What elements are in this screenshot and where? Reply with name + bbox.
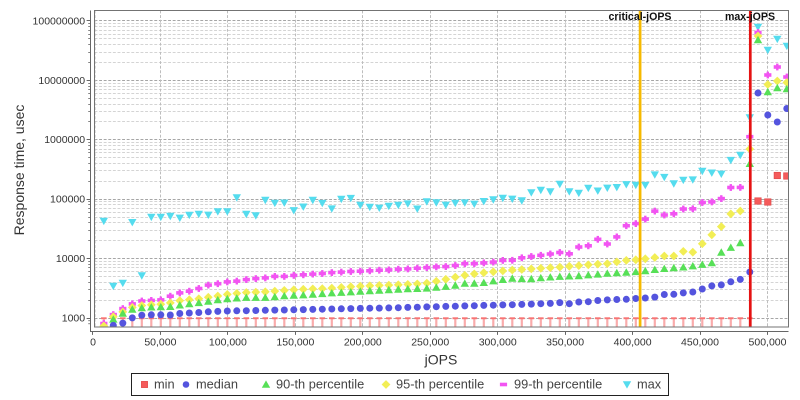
svg-text:1000: 1000 — [62, 312, 86, 324]
svg-text:100000000: 100000000 — [33, 15, 86, 27]
svg-text:10000: 10000 — [56, 253, 85, 265]
svg-text:400,000: 400,000 — [614, 337, 652, 349]
svg-text:min: min — [154, 377, 175, 392]
svg-text:250,000: 250,000 — [411, 337, 449, 349]
svg-text:99-th percentile: 99-th percentile — [514, 377, 602, 392]
svg-text:450,000: 450,000 — [681, 337, 719, 349]
svg-text:100,000: 100,000 — [209, 337, 247, 349]
svg-text:500,000: 500,000 — [749, 337, 787, 349]
svg-text:10000000: 10000000 — [38, 75, 85, 87]
svg-text:50,000: 50,000 — [144, 337, 176, 349]
svg-text:Response time, usec: Response time, usec — [11, 105, 27, 236]
svg-text:0: 0 — [90, 337, 96, 349]
svg-text:95-th percentile: 95-th percentile — [396, 377, 484, 392]
svg-text:median: median — [196, 377, 238, 392]
svg-text:jOPS: jOPS — [424, 352, 458, 368]
svg-text:critical-jOPS: critical-jOPS — [609, 11, 672, 23]
svg-text:max: max — [637, 377, 662, 392]
svg-text:300,000: 300,000 — [479, 337, 517, 349]
svg-text:max-jOPS: max-jOPS — [725, 11, 775, 23]
svg-text:1000000: 1000000 — [44, 134, 85, 146]
svg-text:150,000: 150,000 — [276, 337, 314, 349]
svg-text:200,000: 200,000 — [344, 337, 382, 349]
svg-text:350,000: 350,000 — [546, 337, 584, 349]
svg-text:100000: 100000 — [50, 194, 85, 206]
svg-text:90-th percentile: 90-th percentile — [276, 377, 364, 392]
